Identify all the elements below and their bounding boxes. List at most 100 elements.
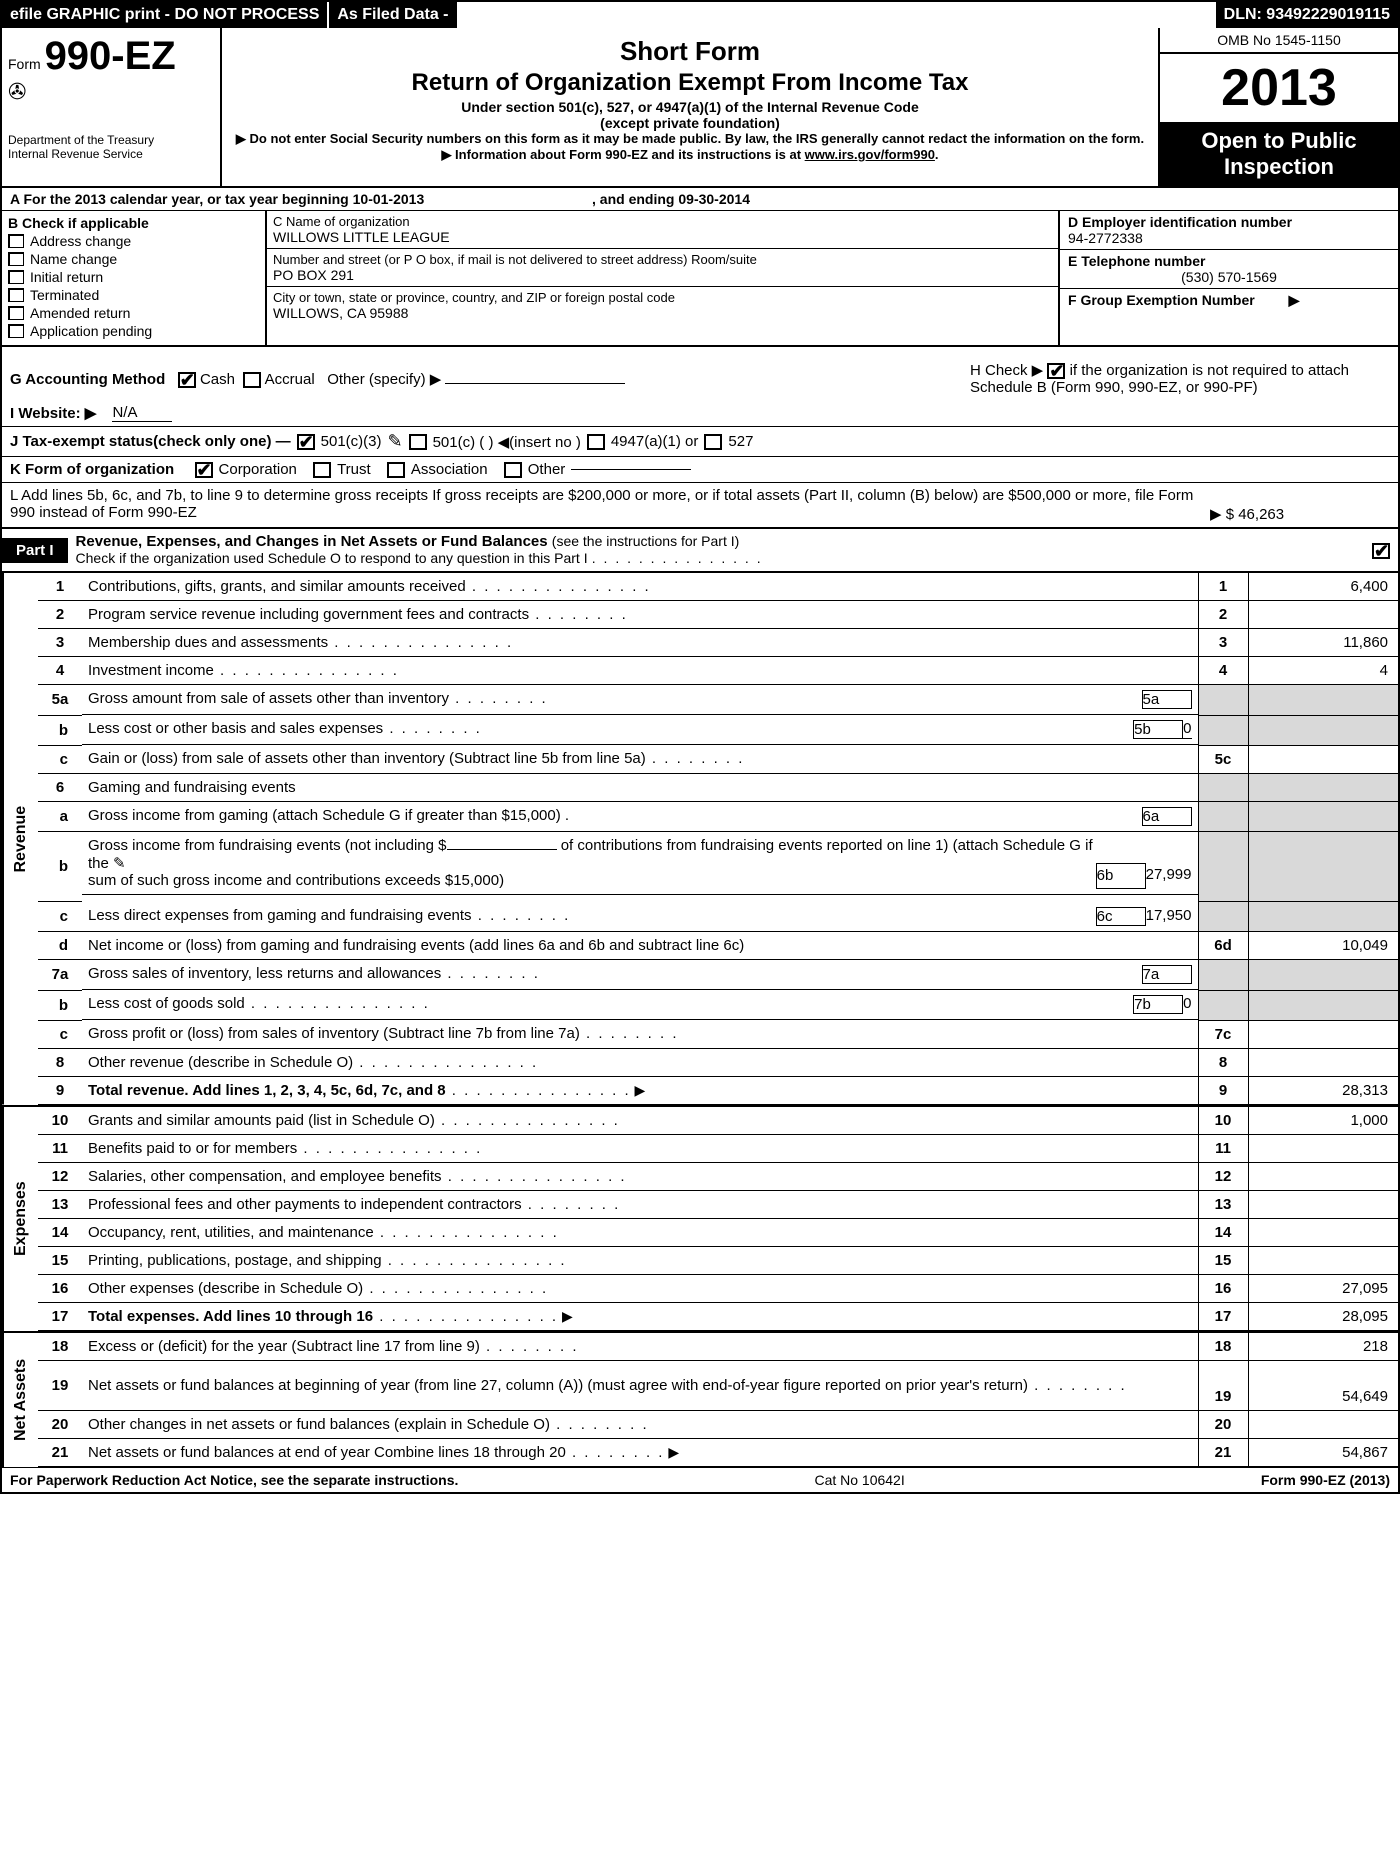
e-telephone: E Telephone number (530) 570-1569 [1060, 250, 1398, 289]
line-1: 1Contributions, gifts, grants, and simil… [38, 573, 1398, 601]
efile-gap [459, 2, 1216, 28]
line-6c: cLess direct expenses from gaming and fu… [38, 902, 1398, 932]
part1-title: Revenue, Expenses, and Changes in Net As… [68, 529, 1364, 571]
page-footer: For Paperwork Reduction Act Notice, see … [2, 1467, 1398, 1492]
chk-schedule-b[interactable] [1047, 363, 1065, 379]
form-header: Form 990-EZ ✇ Department of the Treasury… [2, 28, 1398, 188]
chk-name-change[interactable]: Name change [8, 251, 259, 267]
rowA-end: 09-30-2014 [678, 191, 750, 207]
line-9: 9Total revenue. Add lines 1, 2, 3, 4, 5c… [38, 1076, 1398, 1104]
row-i-website: I Website: ▶ N/A [2, 400, 1398, 427]
revenue-table: 1Contributions, gifts, grants, and simil… [38, 573, 1398, 1105]
subtitle-section: Under section 501(c), 527, or 4947(a)(1)… [232, 99, 1148, 115]
line-6: 6Gaming and fundraising events [38, 773, 1398, 801]
line-13: 13Professional fees and other payments t… [38, 1190, 1398, 1218]
rowA-mid: , and ending [592, 191, 678, 207]
chk-501c[interactable] [409, 434, 427, 450]
c-address: Number and street (or P O box, if mail i… [267, 249, 1058, 287]
chk-accrual[interactable] [243, 372, 261, 388]
irs-link[interactable]: www.irs.gov/form990 [805, 147, 935, 162]
chk-association[interactable] [387, 462, 405, 478]
chk-address-change[interactable]: Address change [8, 233, 259, 249]
tax-year: 2013 [1160, 54, 1398, 122]
line-16: 16Other expenses (describe in Schedule O… [38, 1274, 1398, 1302]
tel-value: (530) 570-1569 [1068, 269, 1390, 285]
line-6a: aGross income from gaming (attach Schedu… [38, 801, 1398, 832]
g-label: G Accounting Method [10, 371, 165, 388]
header-center: Short Form Return of Organization Exempt… [222, 28, 1158, 186]
chk-cash[interactable] [178, 372, 196, 388]
footer-left: For Paperwork Reduction Act Notice, see … [10, 1472, 458, 1488]
l-text: L Add lines 5b, 6c, and 7b, to line 9 to… [10, 487, 1210, 523]
chk-trust[interactable] [313, 462, 331, 478]
row-l-gross-receipts: L Add lines 5b, 6c, and 7b, to line 9 to… [2, 483, 1398, 529]
col-def: D Employer identification number 94-2772… [1058, 211, 1398, 345]
chk-other-org[interactable] [504, 462, 522, 478]
footer-mid: Cat No 10642I [814, 1472, 904, 1488]
line-4: 4Investment income44 [38, 657, 1398, 685]
col-b: B Check if applicable Address change Nam… [2, 211, 267, 345]
chk-schedule-o[interactable] [1372, 543, 1390, 559]
line-6d: dNet income or (loss) from gaming and fu… [38, 932, 1398, 960]
chk-terminated[interactable]: Terminated [8, 287, 259, 303]
website-value: N/A [112, 404, 172, 422]
chk-527[interactable] [704, 434, 722, 450]
h-schedule-b: H Check ▶ if the organization is not req… [970, 361, 1390, 396]
efile-topbar: efile GRAPHIC print - DO NOT PROCESS As … [2, 2, 1398, 28]
line-7b: bLess cost of goods sold7b0 [38, 990, 1398, 1020]
open-to-public: Open to Public Inspection [1160, 122, 1398, 186]
other-specify-line[interactable] [445, 383, 625, 384]
org-address-value: PO BOX 291 [273, 267, 1052, 283]
header-left: Form 990-EZ ✇ Department of the Treasury… [2, 28, 222, 186]
section-bcd: B Check if applicable Address change Nam… [2, 211, 1398, 347]
form-no: 990-EZ [45, 34, 176, 78]
line-7a: 7aGross sales of inventory, less returns… [38, 960, 1398, 991]
subtitle-except: (except private foundation) [232, 115, 1148, 131]
c-org-name: C Name of organization WILLOWS LITTLE LE… [267, 211, 1058, 249]
inspect2: Inspection [1164, 154, 1394, 180]
d-ein: D Employer identification number 94-2772… [1060, 211, 1398, 250]
ein-value: 94-2772338 [1068, 230, 1390, 246]
row-gh: G Accounting Method Cash Accrual Other (… [2, 347, 1398, 400]
line-10: 10Grants and similar amounts paid (list … [38, 1107, 1398, 1135]
part1-bar: Part I Revenue, Expenses, and Changes in… [2, 529, 1398, 573]
revenue-block: Revenue 1Contributions, gifts, grants, a… [2, 573, 1398, 1105]
line-17: 17Total expenses. Add lines 10 through 1… [38, 1302, 1398, 1330]
chk-application-pending[interactable]: Application pending [8, 323, 259, 339]
title-short-form: Short Form [232, 36, 1148, 67]
efile-left: efile GRAPHIC print - DO NOT PROCESS [2, 2, 327, 28]
line-7c: cGross profit or (loss) from sales of in… [38, 1020, 1398, 1048]
line-18: 18Excess or (deficit) for the year (Subt… [38, 1333, 1398, 1361]
chk-initial-return[interactable]: Initial return [8, 269, 259, 285]
f-group-exemption: F Group Exemption Number ▶ [1060, 289, 1398, 323]
chk-corporation[interactable] [195, 462, 213, 478]
line-5a: 5aGross amount from sale of assets other… [38, 685, 1398, 716]
rowA-begin: 10-01-2013 [353, 191, 425, 207]
line-8: 8Other revenue (describe in Schedule O)8 [38, 1048, 1398, 1076]
chk-amended-return[interactable]: Amended return [8, 305, 259, 321]
line-5c: cGain or (loss) from sale of assets othe… [38, 745, 1398, 773]
expenses-block: Expenses 10Grants and similar amounts pa… [2, 1105, 1398, 1331]
line-14: 14Occupancy, rent, utilities, and mainte… [38, 1218, 1398, 1246]
row-k-org-form: K Form of organization Corporation Trust… [2, 457, 1398, 483]
rowA-pre: A For the 2013 calendar year, or tax yea… [10, 191, 353, 207]
side-netassets: Net Assets [2, 1333, 38, 1467]
form-number: Form 990-EZ [8, 34, 214, 79]
title-return: Return of Organization Exempt From Incom… [232, 69, 1148, 97]
line-11: 11Benefits paid to or for members11 [38, 1134, 1398, 1162]
line-21: 21Net assets or fund balances at end of … [38, 1438, 1398, 1466]
chk-4947[interactable] [587, 434, 605, 450]
netassets-table: 18Excess or (deficit) for the year (Subt… [38, 1333, 1398, 1467]
chk-501c3[interactable] [297, 434, 315, 450]
header-right: OMB No 1545-1150 2013 Open to Public Ins… [1158, 28, 1398, 186]
org-city-value: WILLOWS, CA 95988 [273, 305, 1052, 321]
b-header: B Check if applicable [8, 215, 259, 231]
warning-info: ▶ Information about Form 990-EZ and its … [232, 147, 1148, 163]
dept-treasury: Department of the Treasury [8, 133, 214, 147]
line-6b: b Gross income from fundraising events (… [38, 832, 1398, 902]
line-2: 2Program service revenue including gover… [38, 601, 1398, 629]
l-amount: 46,263 [1238, 506, 1284, 523]
dept-irs: Internal Revenue Service [8, 147, 214, 161]
col-c: C Name of organization WILLOWS LITTLE LE… [267, 211, 1058, 345]
omb-number: OMB No 1545-1150 [1160, 28, 1398, 54]
